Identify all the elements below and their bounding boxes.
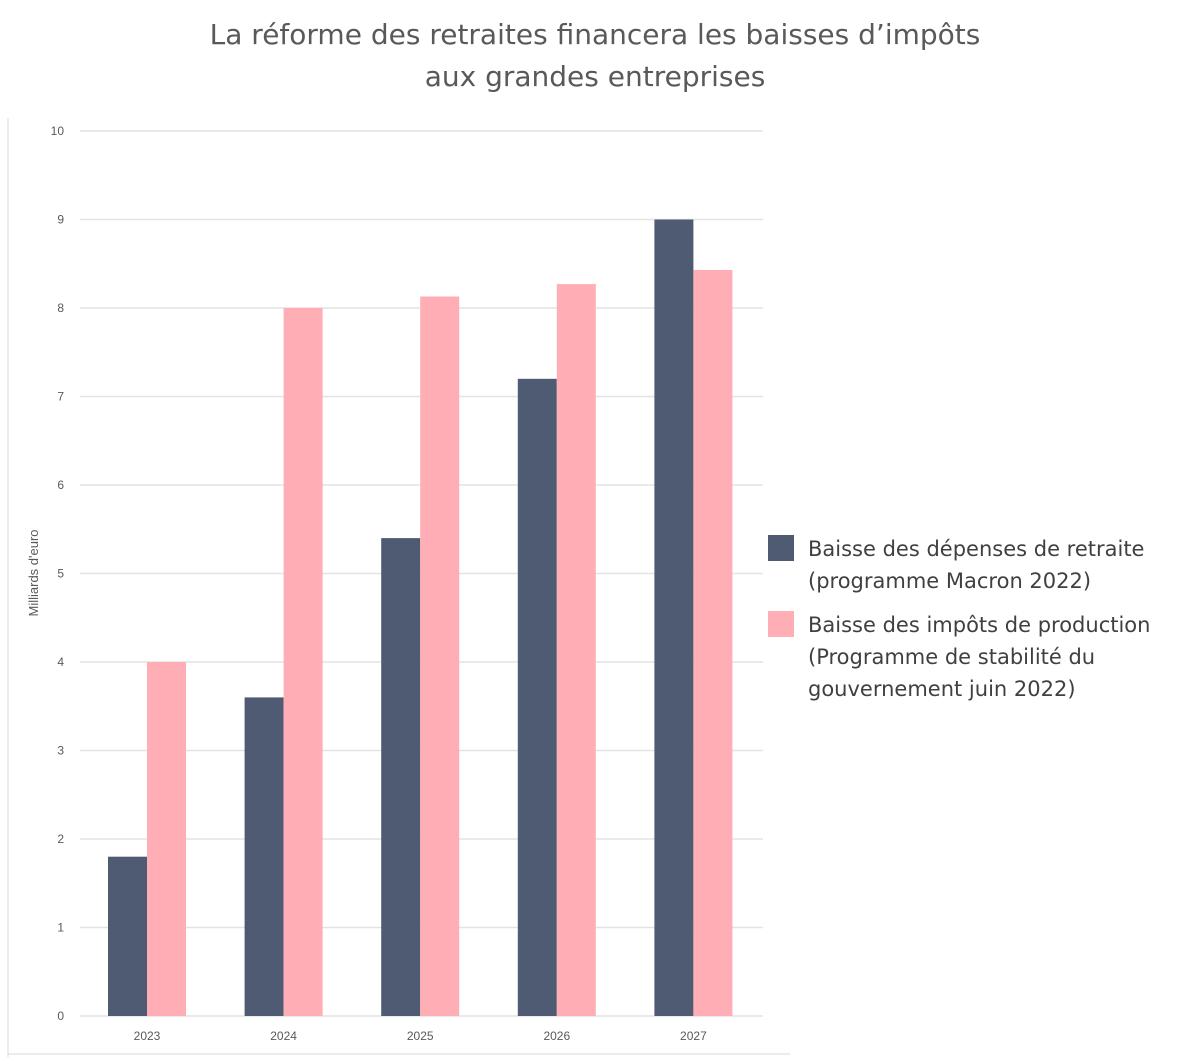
bar-impots-2026 xyxy=(556,284,596,1017)
bars xyxy=(108,219,733,1017)
bar-impots-2023 xyxy=(147,662,186,1016)
legend-label-impots-line-2: (Programme de stabilité du xyxy=(808,645,1096,669)
bar-retraite-2024 xyxy=(244,697,284,1016)
y-tick-label: 1 xyxy=(57,921,64,935)
bar-impots-2025 xyxy=(420,296,460,1016)
y-tick-label: 6 xyxy=(57,478,64,492)
bar-impots-2024 xyxy=(283,308,323,1016)
x-tick-label: 2026 xyxy=(543,1029,570,1043)
legend-label-impots-line-3: gouvernement juin 2022) xyxy=(808,677,1076,701)
y-tick-label: 9 xyxy=(57,213,64,227)
legend-label-impots-line-1: Baisse des impôts de production xyxy=(808,613,1151,637)
y-tick-label: 4 xyxy=(57,655,64,669)
x-tick-label: 2027 xyxy=(680,1029,707,1043)
y-tick-label: 7 xyxy=(57,390,64,404)
legend-label-retraite-line-1: Baisse des dépenses de retraite xyxy=(808,537,1145,561)
y-tick-label: 10 xyxy=(51,124,65,138)
legend-swatch-impots xyxy=(768,611,794,637)
plot-frame xyxy=(7,118,790,1057)
y-axis-ticks: 0 1 2 3 4 5 6 7 8 9 10 xyxy=(51,124,65,1023)
x-tick-label: 2024 xyxy=(270,1029,297,1043)
x-tick-label: 2025 xyxy=(407,1029,434,1043)
chart-title-line-1: La réforme des retraites financera les b… xyxy=(209,18,981,51)
y-tick-label: 3 xyxy=(57,744,64,758)
chart-title-line-2: aux grandes entreprises xyxy=(424,60,766,93)
legend-label-retraite-line-2: (programme Macron 2022) xyxy=(808,569,1092,593)
y-tick-label: 2 xyxy=(57,832,64,846)
bar-retraite-2025 xyxy=(381,538,421,1016)
x-axis-ticks: 2023 2024 2025 2026 2027 xyxy=(134,1029,707,1043)
x-tick-label: 2023 xyxy=(134,1029,161,1043)
chart-title: La réforme des retraites financera les b… xyxy=(0,14,1190,98)
bar-retraite-2027 xyxy=(654,219,694,1016)
legend-item-retraite: Baisse des dépenses de retraite (program… xyxy=(768,533,1188,597)
legend-swatch-retraite xyxy=(768,535,794,561)
bar-retraite-2026 xyxy=(517,378,557,1016)
legend-item-impots: Baisse des impôts de production (Program… xyxy=(768,609,1188,705)
y-tick-label: 8 xyxy=(57,301,64,315)
bar-impots-2027 xyxy=(693,269,733,1016)
bar-retraite-2023 xyxy=(108,856,147,1016)
y-axis-label: Milliards d'euro xyxy=(26,529,41,616)
y-tick-label: 5 xyxy=(57,567,64,581)
y-tick-label: 0 xyxy=(57,1009,64,1023)
legend: Baisse des dépenses de retraite (program… xyxy=(768,533,1188,717)
